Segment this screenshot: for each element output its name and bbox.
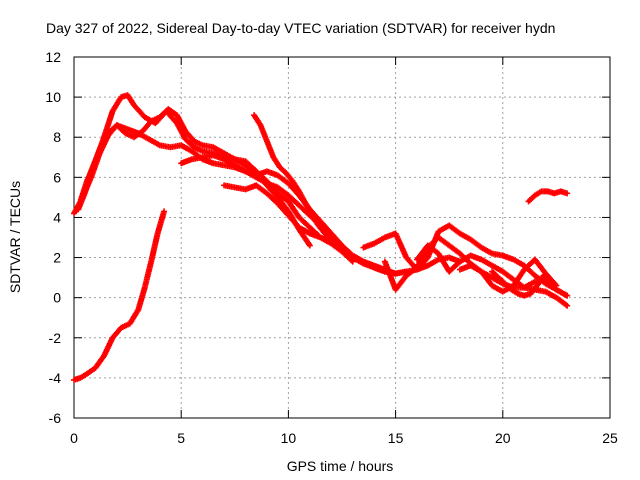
y-tick-label: 0 <box>53 290 61 306</box>
series-sat-1 <box>71 92 399 277</box>
y-tick-label: 2 <box>53 250 61 266</box>
data-point <box>564 190 571 197</box>
plot-frame <box>73 56 611 419</box>
data-point <box>306 242 313 249</box>
x-tick-label: 10 <box>281 430 297 446</box>
y-axis-label: SDTVAR / TECUs <box>7 181 23 293</box>
series-sat-6 <box>221 182 356 265</box>
series-sat-13 <box>525 188 571 205</box>
y-tick-label: 6 <box>53 169 61 185</box>
y-tick-label: 10 <box>45 89 61 105</box>
x-tick-label: 0 <box>70 430 78 446</box>
x-tick-label: 15 <box>388 430 404 446</box>
series-sat-7 <box>251 112 335 241</box>
x-tick-label: 25 <box>602 430 618 446</box>
y-tick-label: -4 <box>49 370 62 386</box>
x-tick-label: 5 <box>177 430 185 446</box>
data-point <box>564 302 571 309</box>
series-sat-3 <box>79 122 410 277</box>
x-axis-label: GPS time / hours <box>287 458 394 474</box>
data-point <box>328 234 335 241</box>
y-tick-label: 12 <box>45 49 61 65</box>
series-sat-11 <box>456 256 560 295</box>
y-tick-label: 4 <box>53 209 61 225</box>
y-tick-label: -6 <box>49 410 62 426</box>
data-point <box>349 258 356 265</box>
data-point <box>161 208 168 215</box>
data-point <box>553 286 560 293</box>
grid-lines <box>74 57 610 418</box>
data-point <box>564 292 571 299</box>
series-sat-4 <box>71 208 168 383</box>
chart-title: Day 327 of 2022, Sidereal Day-to-day VTE… <box>46 20 555 36</box>
y-tick-label: -2 <box>49 330 62 346</box>
data-points <box>71 92 571 383</box>
y-tick-label: 8 <box>53 129 61 145</box>
x-axis: 0 5 10 15 20 25 <box>70 57 618 446</box>
data-point <box>348 257 355 264</box>
x-tick-label: 20 <box>495 430 511 446</box>
y-axis: -6 -4 -2 0 2 4 6 8 10 12 <box>45 49 610 426</box>
series-sat-12 <box>489 268 560 299</box>
